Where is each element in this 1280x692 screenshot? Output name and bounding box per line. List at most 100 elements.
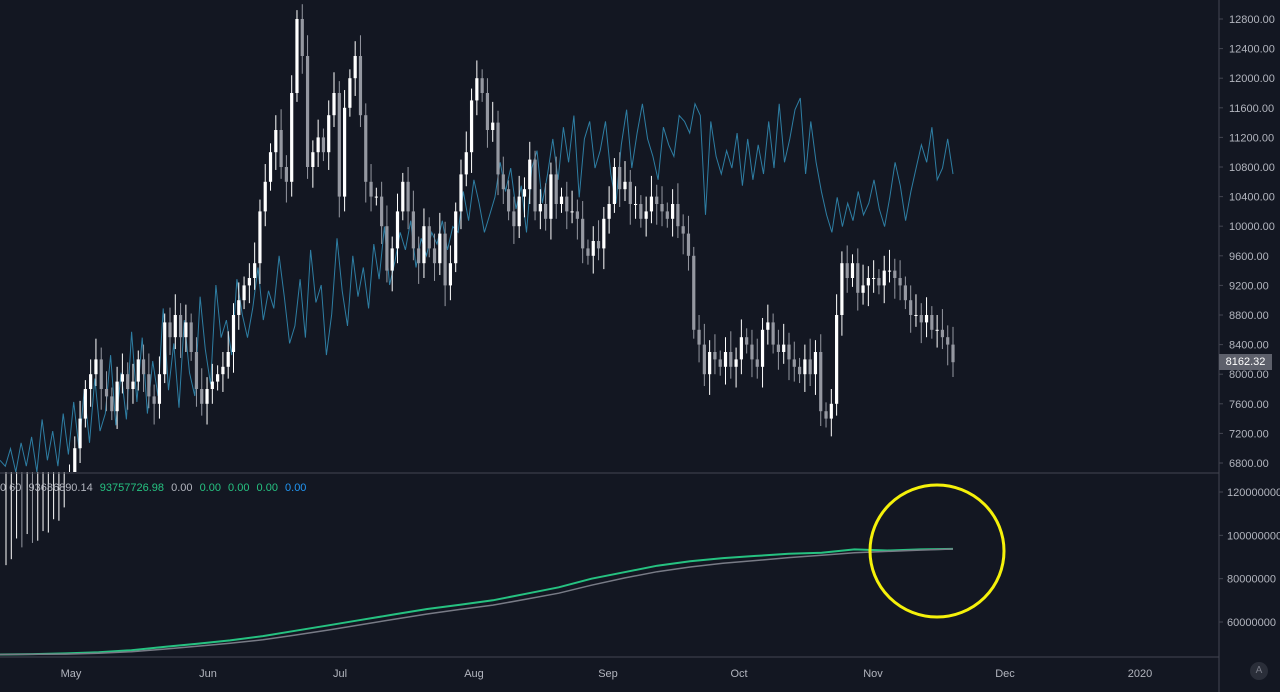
candle-body bbox=[702, 344, 706, 375]
candle-body bbox=[321, 137, 326, 153]
candle-body bbox=[914, 315, 918, 316]
candle-body bbox=[935, 329, 939, 331]
candle-body bbox=[930, 315, 934, 330]
time-label: Oct bbox=[730, 668, 747, 680]
candle-body bbox=[909, 300, 913, 315]
candle-body bbox=[570, 211, 574, 213]
candle-body bbox=[697, 329, 701, 345]
candle-body bbox=[649, 196, 654, 212]
price-tick-label: 12800.00 bbox=[1229, 14, 1275, 26]
price-scale[interactable]: 12800.00 12400.00 12000.00 11600.00 11200.00… bbox=[1219, 14, 1275, 470]
candle-body bbox=[887, 270, 892, 272]
candle-body bbox=[824, 411, 828, 419]
candle-body bbox=[506, 189, 511, 212]
candle-body bbox=[639, 204, 643, 219]
price-tick-label: 9200.00 bbox=[1229, 280, 1269, 292]
candle-body bbox=[596, 241, 601, 249]
price-tick-label: 10400.00 bbox=[1229, 192, 1275, 204]
candle-body bbox=[194, 352, 199, 389]
candle-body bbox=[475, 78, 479, 101]
candlestick-series bbox=[5, 4, 955, 566]
candle-body bbox=[946, 337, 950, 345]
candle-body bbox=[152, 396, 156, 404]
time-label: Aug bbox=[464, 668, 484, 680]
price-tick-label: 8400.00 bbox=[1229, 340, 1269, 352]
indicator-scale[interactable]: 120000000 100000000 80000000 60000000 bbox=[1219, 487, 1280, 629]
candle-body bbox=[99, 359, 103, 389]
candle-body bbox=[792, 359, 796, 367]
candle-body bbox=[316, 137, 320, 153]
candle-body bbox=[417, 248, 421, 264]
candle-body bbox=[845, 263, 849, 278]
price-tick-label: 10800.00 bbox=[1229, 162, 1275, 174]
candle-body bbox=[787, 344, 791, 360]
candle-body bbox=[581, 218, 585, 249]
candle-body bbox=[501, 174, 505, 190]
candle-body bbox=[575, 211, 579, 219]
candle-body bbox=[380, 196, 384, 227]
candle-body bbox=[406, 181, 410, 212]
candle-body bbox=[348, 78, 352, 108]
candle-body bbox=[120, 374, 124, 382]
candle-body bbox=[242, 285, 246, 301]
candle-body bbox=[115, 381, 119, 412]
candle-body bbox=[612, 167, 617, 204]
candle-body bbox=[364, 115, 368, 182]
candle-body bbox=[602, 218, 606, 249]
candle-body bbox=[850, 263, 855, 278]
candle-body bbox=[480, 78, 484, 93]
candle-body bbox=[432, 248, 437, 264]
candle-body bbox=[279, 130, 283, 167]
candle-body bbox=[734, 359, 738, 367]
candle-body bbox=[390, 248, 394, 271]
candle-body bbox=[903, 285, 907, 301]
legend-value: 0.00 bbox=[228, 482, 250, 494]
candle-body bbox=[893, 270, 897, 278]
candle-body bbox=[337, 93, 341, 197]
candle-body bbox=[671, 204, 675, 219]
auto-scale-button[interactable]: A bbox=[1250, 662, 1268, 680]
time-label: 2020 bbox=[1128, 668, 1152, 680]
candle-body bbox=[73, 448, 77, 472]
candle-body bbox=[676, 204, 680, 227]
candle-body bbox=[358, 56, 363, 116]
candle-body bbox=[723, 352, 728, 367]
candle-body bbox=[216, 374, 220, 382]
candle-body bbox=[586, 248, 590, 256]
blue-line-series bbox=[0, 97, 954, 473]
candle-body bbox=[538, 204, 542, 212]
legend-value: 0.00 bbox=[171, 482, 193, 494]
candle-body bbox=[126, 374, 130, 389]
candle-body bbox=[411, 211, 415, 249]
candle-body bbox=[628, 181, 632, 204]
legend-value: 93757726.98 bbox=[99, 482, 165, 494]
candle-body bbox=[713, 352, 717, 360]
time-scale[interactable]: May Jun Jul Aug Sep Oct Nov Dec 2020 bbox=[61, 668, 1153, 680]
candle-body bbox=[797, 366, 802, 375]
candle-body bbox=[94, 359, 98, 375]
candle-body bbox=[633, 204, 638, 205]
candle-body bbox=[311, 152, 315, 167]
candle-body bbox=[681, 226, 685, 234]
time-label: Sep bbox=[598, 668, 618, 680]
candle-body bbox=[533, 159, 537, 212]
candle-body bbox=[766, 322, 770, 330]
candle-body bbox=[951, 344, 955, 363]
candle-body bbox=[760, 329, 765, 367]
candle-body bbox=[221, 366, 225, 375]
price-pane[interactable] bbox=[0, 4, 955, 566]
indicator-pane[interactable] bbox=[0, 483, 1006, 656]
candle-body bbox=[147, 374, 151, 397]
candle-body bbox=[200, 389, 204, 404]
candle-body bbox=[819, 352, 823, 412]
candle-body bbox=[528, 159, 532, 190]
time-label: Jun bbox=[199, 668, 217, 680]
candle-body bbox=[131, 381, 135, 389]
candle-body bbox=[163, 322, 167, 375]
candle-body bbox=[157, 374, 162, 404]
highlight-circle bbox=[868, 483, 1006, 619]
candle-body bbox=[401, 181, 405, 212]
candle-body bbox=[565, 196, 569, 212]
time-label: Nov bbox=[863, 668, 883, 680]
